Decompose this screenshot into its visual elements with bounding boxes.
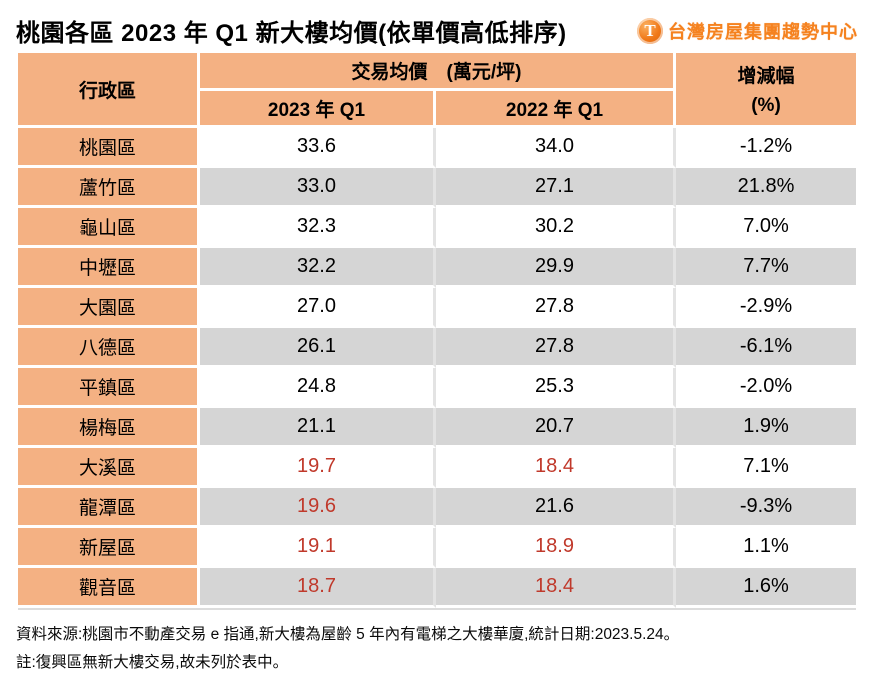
row-district-label: 觀音區 bbox=[18, 568, 200, 608]
row-price-2022: 25.3 bbox=[436, 368, 676, 408]
row-price-2022: 30.2 bbox=[436, 208, 676, 248]
row-price-2023: 33.6 bbox=[200, 128, 436, 168]
column-header-2023q1: 2023 年 Q1 bbox=[200, 91, 436, 128]
title-bar: 桃園各區 2023 年 Q1 新大樓均價(依單價高低排序) T 台灣房屋集團趨勢… bbox=[0, 0, 874, 50]
row-district-label: 新屋區 bbox=[18, 528, 200, 568]
row-change-percent: -6.1% bbox=[676, 328, 856, 368]
column-header-district: 行政區 bbox=[18, 53, 200, 128]
column-header-change: 增減幅 (%) bbox=[676, 53, 856, 128]
row-change-percent: -2.9% bbox=[676, 288, 856, 328]
row-price-2022: 21.6 bbox=[436, 488, 676, 528]
row-price-2023: 26.1 bbox=[200, 328, 436, 368]
row-price-2022: 18.4 bbox=[436, 568, 676, 608]
row-price-2023: 32.2 bbox=[200, 248, 436, 288]
row-district-label: 中壢區 bbox=[18, 248, 200, 288]
row-change-percent: 21.8% bbox=[676, 168, 856, 208]
row-district-label: 龍潭區 bbox=[18, 488, 200, 528]
row-price-2022: 27.1 bbox=[436, 168, 676, 208]
row-change-percent: 1.1% bbox=[676, 528, 856, 568]
row-change-percent: 1.6% bbox=[676, 568, 856, 608]
column-header-2022q1: 2022 年 Q1 bbox=[436, 91, 676, 128]
row-price-2023: 19.7 bbox=[200, 448, 436, 488]
footnote-note: 註:復興區無新大樓交易,故未列於表中。 bbox=[16, 653, 289, 671]
brand-logo-icon: T bbox=[637, 17, 663, 44]
row-district-label: 大園區 bbox=[18, 288, 200, 328]
row-change-percent: -9.3% bbox=[676, 488, 856, 528]
row-price-2022: 18.9 bbox=[436, 528, 676, 568]
footnotes: 資料來源:桃園市不動產交易 e 指通,新大樓為屋齡 5 年內有電梯之大樓華廈,統… bbox=[16, 621, 858, 677]
row-district-label: 八德區 bbox=[18, 328, 200, 368]
row-price-2023: 19.6 bbox=[200, 488, 436, 528]
column-header-price-group: 交易均價 (萬元/坪) bbox=[200, 53, 676, 91]
row-price-2023: 18.7 bbox=[200, 568, 436, 608]
row-district-label: 蘆竹區 bbox=[18, 168, 200, 208]
row-price-2023: 32.3 bbox=[200, 208, 436, 248]
row-change-percent: 7.7% bbox=[676, 248, 856, 288]
row-price-2022: 18.4 bbox=[436, 448, 676, 488]
row-district-label: 大溪區 bbox=[18, 448, 200, 488]
row-price-2022: 34.0 bbox=[436, 128, 676, 168]
row-district-label: 平鎮區 bbox=[18, 368, 200, 408]
column-header-change-line1: 增減幅 bbox=[737, 65, 795, 87]
row-price-2023: 21.1 bbox=[200, 408, 436, 448]
column-header-change-line2: (%) bbox=[751, 95, 781, 117]
row-change-percent: 7.0% bbox=[676, 208, 856, 248]
row-price-2023: 27.0 bbox=[200, 288, 436, 328]
row-price-2022: 27.8 bbox=[436, 288, 676, 328]
row-change-percent: 1.9% bbox=[676, 408, 856, 448]
row-price-2023: 33.0 bbox=[200, 168, 436, 208]
row-price-2023: 19.1 bbox=[200, 528, 436, 568]
footnote-source: 資料來源:桃園市不動產交易 e 指通,新大樓為屋齡 5 年內有電梯之大樓華廈,統… bbox=[16, 626, 680, 643]
row-district-label: 桃園區 bbox=[18, 128, 200, 168]
row-price-2023: 24.8 bbox=[200, 368, 436, 408]
row-change-percent: 7.1% bbox=[676, 448, 856, 488]
page-title: 桃園各區 2023 年 Q1 新大樓均價(依單價高低排序) bbox=[16, 20, 567, 47]
row-price-2022: 29.9 bbox=[436, 248, 676, 288]
row-change-percent: -2.0% bbox=[676, 368, 856, 408]
row-district-label: 龜山區 bbox=[18, 208, 200, 248]
row-change-percent: -1.2% bbox=[676, 128, 856, 168]
row-price-2022: 27.8 bbox=[436, 328, 676, 368]
row-district-label: 楊梅區 bbox=[18, 408, 200, 448]
row-price-2022: 20.7 bbox=[436, 408, 676, 448]
brand-logo: T 台灣房屋集團趨勢中心 bbox=[637, 17, 858, 44]
price-table: 行政區 交易均價 (萬元/坪) 增減幅 (%) 2023 年 Q1 2022 年… bbox=[18, 53, 856, 610]
brand-logo-text: 台灣房屋集團趨勢中心 bbox=[668, 21, 858, 42]
